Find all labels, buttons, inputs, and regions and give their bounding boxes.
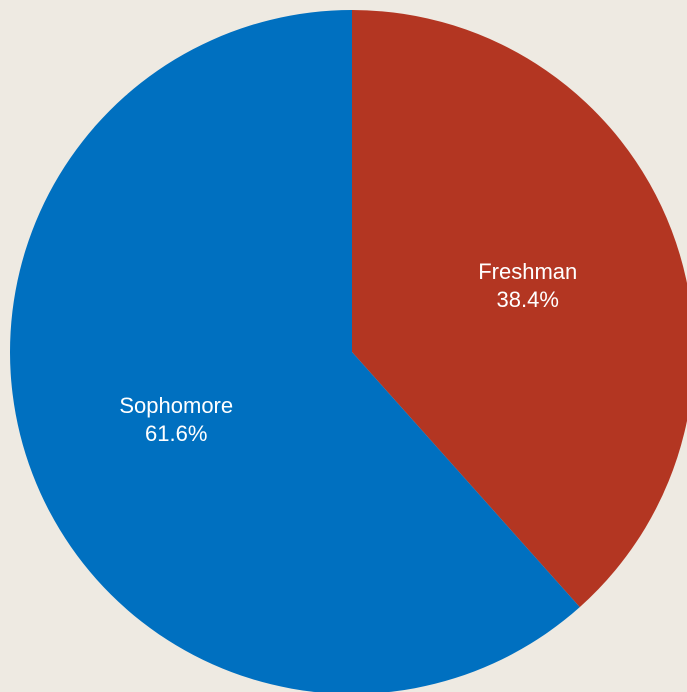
pie-slices bbox=[10, 10, 687, 692]
pie-slice-freshman bbox=[352, 10, 687, 608]
slice-value-freshman: 38.4% bbox=[497, 287, 559, 312]
slice-label-sophomore: Sophomore bbox=[119, 393, 233, 418]
slice-label-freshman: Freshman bbox=[478, 259, 577, 284]
pie-slice-sophomore bbox=[10, 10, 580, 692]
pie-labels: Freshman 38.4% Sophomore 61.6% bbox=[119, 259, 577, 446]
slice-value-sophomore: 61.6% bbox=[145, 421, 207, 446]
